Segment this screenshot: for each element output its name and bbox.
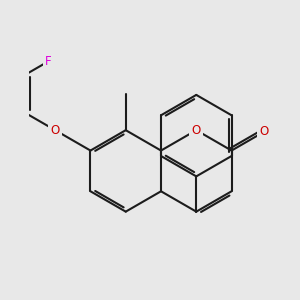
Text: O: O xyxy=(192,124,201,137)
Text: F: F xyxy=(45,55,52,68)
Text: O: O xyxy=(260,125,268,138)
Text: O: O xyxy=(51,124,60,137)
